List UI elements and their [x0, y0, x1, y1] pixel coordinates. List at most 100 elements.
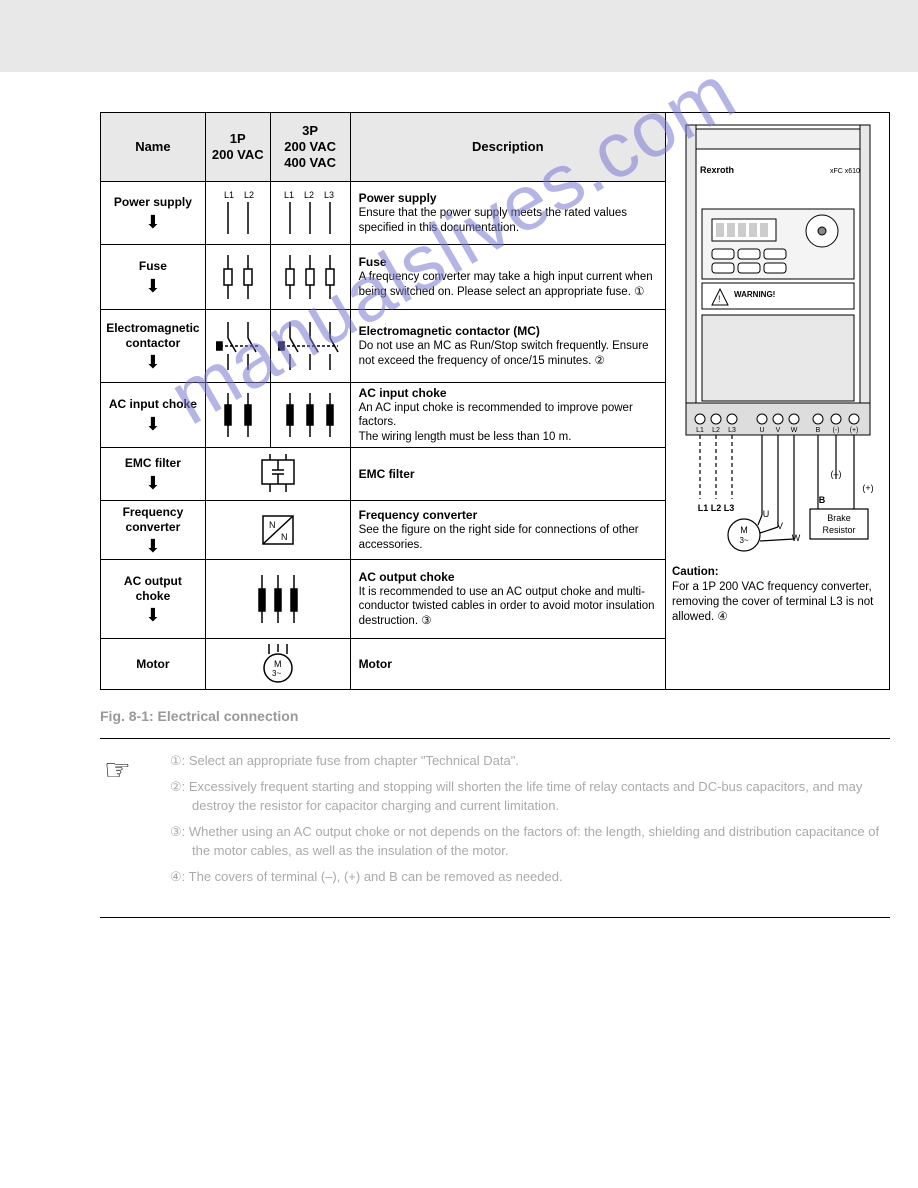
row-motor: Motor M 3~ Motor [101, 638, 665, 689]
device-panel: Rexroth xFC x610 [666, 113, 889, 689]
svg-text:W: W [791, 427, 798, 434]
note-item-3: ③: Whether using an AC output choke or n… [170, 822, 882, 861]
svg-text:xFC x610: xFC x610 [830, 168, 860, 175]
svg-text:3~: 3~ [272, 669, 281, 678]
mc-1p-symbol-icon [216, 318, 260, 374]
power-3p-symbol-icon: L1L2L3 [280, 188, 340, 238]
desc-body-inchoke: An AC input choke is recommended to impr… [359, 401, 657, 444]
name-output-choke: AC output choke [105, 574, 201, 603]
power-1p-symbol-icon: L1 L2 [216, 188, 260, 238]
desc-title-mc: Electromagnetic contactor (MC) [359, 324, 657, 338]
svg-text:V: V [777, 521, 783, 531]
note-item-4: ④: The covers of terminal (–), (+) and B… [170, 867, 882, 887]
choke-3p-symbol-icon [280, 389, 340, 441]
svg-text:N: N [269, 520, 276, 530]
name-contactor: Electromagnetic contactor [105, 321, 201, 350]
svg-text:B: B [819, 495, 826, 505]
top-banner [0, 0, 918, 72]
svg-text:L1: L1 [224, 190, 234, 200]
note-item-2: ②: Excessively frequent starting and sto… [170, 777, 882, 816]
svg-text:L2: L2 [244, 190, 254, 200]
row-fuse: Fuse ⬇ [101, 244, 665, 309]
content-area: manualslives.com Name 1P200 VAC 3P200 VA… [0, 72, 918, 918]
caution-label: Caution: [672, 566, 719, 578]
wiring-table: Name 1P200 VAC 3P200 VAC400 VAC Descript… [101, 113, 666, 689]
caution-block: Caution: For a 1P 200 VAC frequency conv… [672, 565, 885, 625]
svg-text:N: N [281, 532, 288, 542]
down-arrow-icon: ⬇ [145, 353, 160, 371]
hdr-3p: 3P200 VAC400 VAC [284, 123, 336, 172]
device-drawing-icon: Rexroth xFC x610 [672, 119, 884, 559]
row-output-choke: AC output choke ⬇ AC output choke It is … [101, 559, 665, 638]
desc-title-outchoke: AC output choke [359, 570, 657, 584]
svg-text:U: U [759, 427, 764, 434]
emc-symbol-icon [248, 452, 308, 496]
svg-text:(+): (+) [850, 427, 859, 434]
svg-text:(–): (–) [831, 469, 842, 479]
svg-text:!: ! [718, 294, 721, 304]
desc-title-motor: Motor [359, 657, 657, 671]
svg-text:Rexroth: Rexroth [700, 165, 734, 175]
desc-body-power: Ensure that the power supply meets the r… [359, 206, 657, 235]
down-arrow-icon: ⬇ [145, 213, 160, 231]
name-fuse: Fuse [139, 259, 167, 273]
svg-text:L2: L2 [712, 427, 720, 434]
svg-text:Brake: Brake [827, 513, 851, 523]
name-input-choke: AC input choke [109, 397, 197, 411]
svg-text:V: V [776, 427, 781, 434]
note-list: ①: Select an appropriate fuse from chapt… [170, 751, 882, 886]
mc-3p-symbol-icon [278, 318, 342, 374]
freq-symbol-icon: N N [253, 508, 303, 552]
svg-text:L3: L3 [324, 190, 334, 200]
choke-out-symbol-icon [248, 569, 308, 629]
desc-title-freq: Frequency converter [359, 508, 657, 522]
desc-body-outchoke: It is recommended to use an AC output ch… [359, 585, 657, 628]
down-arrow-icon: ⬇ [145, 537, 160, 555]
desc-body-mc: Do not use an MC as Run/Stop switch freq… [359, 339, 657, 368]
svg-text:U: U [763, 509, 770, 519]
down-arrow-icon: ⬇ [145, 415, 160, 433]
desc-title-power: Power supply [359, 191, 657, 205]
svg-text:L3: L3 [728, 427, 736, 434]
desc-title-inchoke: AC input choke [359, 386, 657, 400]
hdr-1p: 1P200 VAC [212, 131, 264, 164]
caution-text: For a 1P 200 VAC frequency converter, re… [672, 581, 873, 623]
row-input-choke: AC input choke ⬇ [101, 382, 665, 447]
down-arrow-icon: ⬇ [145, 277, 160, 295]
name-freq: Frequency converter [105, 505, 201, 534]
row-frequency-converter: Frequency converter ⬇ N N Frequency co [101, 500, 665, 559]
name-motor: Motor [136, 657, 169, 671]
note-item-1: ①: Select an appropriate fuse from chapt… [170, 751, 882, 771]
hdr-desc: Description [472, 139, 544, 155]
motor-symbol-icon: M 3~ [253, 642, 303, 686]
svg-text:L1: L1 [696, 427, 704, 434]
device-illustration: Rexroth xFC x610 [672, 119, 885, 559]
main-figure: Name 1P200 VAC 3P200 VAC400 VAC Descript… [100, 112, 890, 690]
hdr-name: Name [135, 139, 170, 155]
svg-text:(+): (+) [862, 483, 873, 493]
row-emc-filter: EMC filter ⬇ [101, 447, 665, 500]
svg-text:L2: L2 [304, 190, 314, 200]
svg-text:L1 L2 L3: L1 L2 L3 [698, 503, 735, 513]
choke-1p-symbol-icon [216, 389, 260, 441]
down-arrow-icon: ⬇ [145, 474, 160, 492]
svg-text:3~: 3~ [739, 536, 748, 545]
svg-text:(-): (-) [833, 427, 840, 434]
svg-text:M: M [740, 525, 748, 535]
svg-text:M: M [274, 659, 282, 669]
down-arrow-icon: ⬇ [145, 606, 160, 624]
name-emc: EMC filter [125, 456, 181, 470]
table-header-row: Name 1P200 VAC 3P200 VAC400 VAC Descript… [101, 113, 665, 181]
svg-text:Resistor: Resistor [822, 525, 855, 535]
note-section: ☞ ①: Select an appropriate fuse from cha… [100, 738, 890, 918]
name-power-supply: Power supply [114, 195, 192, 209]
fuse-1p-symbol-icon [216, 251, 260, 303]
row-contactor: Electromagnetic contactor ⬇ [101, 309, 665, 382]
fuse-3p-symbol-icon [280, 251, 340, 303]
desc-title-fuse: Fuse [359, 255, 657, 269]
svg-text:W: W [792, 533, 801, 543]
svg-text:WARNING!: WARNING! [734, 290, 775, 299]
row-power-supply: Power supply ⬇ L1 L2 L1 L2 L3 [101, 181, 665, 244]
desc-body-freq: See the figure on the right side for con… [359, 523, 657, 552]
figure-caption: Fig. 8-1: Electrical connection [100, 708, 858, 724]
